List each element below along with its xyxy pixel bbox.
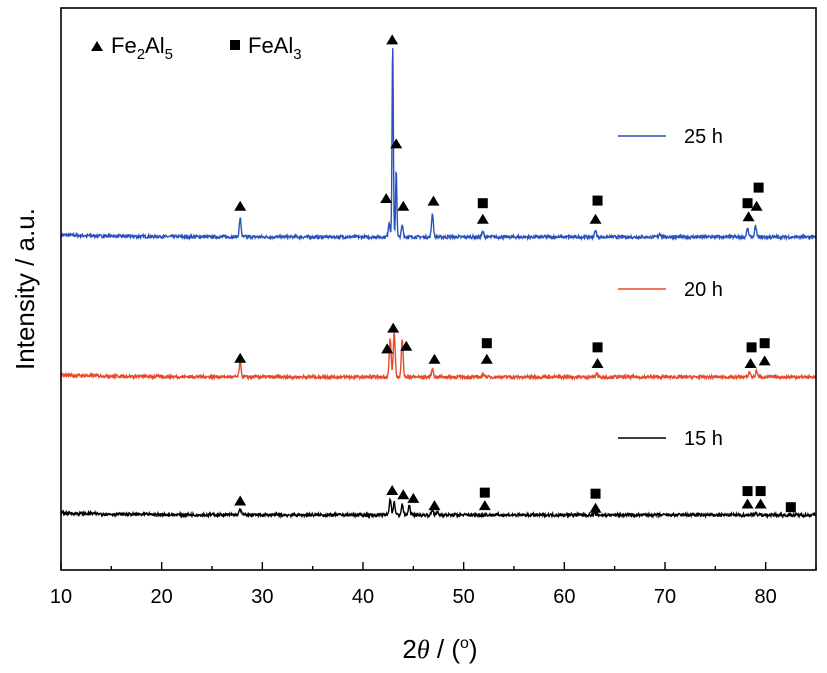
marker-legend: Fe2Al5 FeAl3 [91,33,302,63]
x-tick-label: 30 [251,586,273,608]
plot-frame [60,7,817,571]
feal3-marker [592,342,603,353]
legend-label-0: 25 h [684,126,723,148]
triangle-legend-icon [91,41,103,51]
fe2al5-marker [381,343,394,354]
feal3-marker [742,198,753,209]
series-line-1 [60,332,817,382]
fe2al5-marker [742,211,755,222]
feal3-marker [592,195,603,206]
fe2al5-marker [591,357,604,368]
fe2al5-marker [744,357,757,368]
x-tick-label: 40 [352,586,374,608]
fe2al5-marker [589,502,602,513]
feal3-marker [479,487,490,498]
fe2al5-marker [758,355,771,366]
feal3-marker [477,198,488,209]
fe2al5-marker [386,34,399,45]
series-layer [60,48,817,520]
y-axis-title: Intensity / a.u. [10,208,40,370]
fe2al5-marker [754,498,767,509]
legend-label-2: 15 h [684,428,723,450]
fe2al5-marker [397,489,410,500]
feal3-marker [590,488,601,499]
x-tick-layer: 10 20 30 40 50 60 70 80 [50,562,817,608]
feal3-marker [742,486,753,497]
fe2al5-marker [750,200,763,211]
series-line-2 [60,497,817,520]
feal3-marker [746,342,757,353]
series-line-0 [60,48,817,242]
series-legend: 25 h 20 h 15 h [618,126,723,450]
fe2al5-marker [428,500,441,511]
fe2al5-marker [234,495,247,506]
x-tick-label: 80 [755,586,777,608]
fe2al5-marker [478,500,491,511]
legend-label-1: 20 h [684,279,723,301]
fe2al5-marker [480,353,493,364]
feal3-marker [759,338,770,349]
x-tick-label: 10 [50,586,72,608]
fe2al5-marker [390,138,403,149]
x-axis-title: 2θ / (o) [402,634,477,664]
marker-layer [234,34,796,513]
x-tick-label: 60 [553,586,575,608]
x-tick-label: 50 [453,586,475,608]
feal3-marker [755,486,766,497]
phase-label-fe2al5: Fe2Al5 [111,33,173,63]
fe2al5-marker [234,200,247,211]
fe2al5-marker [589,213,602,224]
fe2al5-marker [386,485,399,496]
fe2al5-marker [400,340,413,351]
square-legend-icon [230,40,240,50]
feal3-marker [785,502,796,513]
fe2al5-marker [476,213,489,224]
fe2al5-marker [380,193,393,203]
feal3-marker [481,338,492,349]
fe2al5-marker [387,322,400,333]
fe2al5-marker [741,498,754,509]
fe2al5-marker [397,200,410,211]
x-tick-label: 20 [151,586,173,608]
x-tick-label: 70 [654,586,676,608]
phase-label-feal3: FeAl3 [248,33,302,63]
fe2al5-marker [428,353,441,364]
feal3-marker [753,182,764,193]
fe2al5-marker [407,492,420,503]
fe2al5-marker [234,352,247,363]
fe2al5-marker [427,195,440,206]
